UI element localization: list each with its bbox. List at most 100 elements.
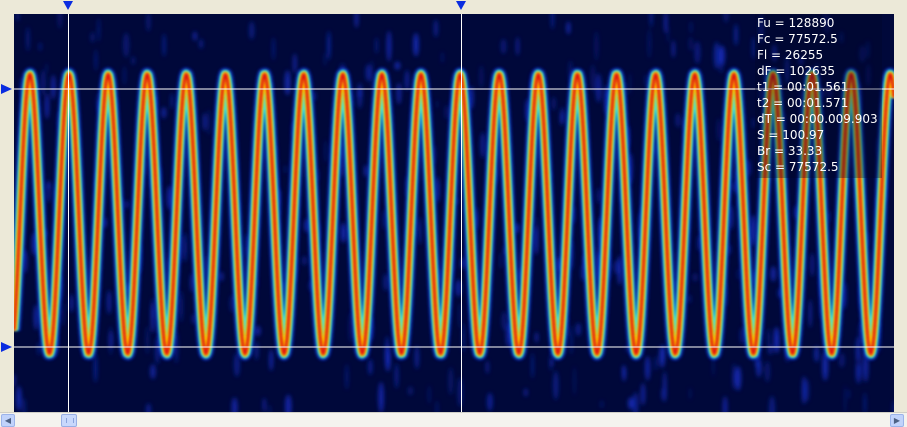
noise-streak [718,44,724,74]
noise-streak [427,385,431,405]
noise-streak [694,41,701,64]
noise-streak [617,255,623,286]
noise-streak [798,57,804,66]
noise-streak [444,104,450,120]
noise-streak [732,363,736,390]
noise-streak [462,323,465,353]
readout-t1: t1 = 00:01.561 [757,80,849,94]
noise-streak [93,353,98,383]
noise-streak [455,279,462,298]
noise-streak [666,26,669,44]
noise-streak [751,36,756,60]
noise-streak [844,384,847,412]
noise-streak [772,44,777,62]
noise-streak [774,327,778,349]
noise-streak [664,14,668,34]
spectrogram-canvas[interactable] [14,14,894,412]
noise-streak [751,117,756,129]
spectrogram-plot[interactable]: Fu = 128890 Fc = 77572.5 Fl = 26255 dF =… [14,14,894,412]
noise-streak [654,356,657,371]
noise-streak [675,112,681,128]
noise-streak [51,74,56,100]
time-cursor-t2-marker-icon[interactable] [456,1,466,10]
noise-streak [500,38,507,54]
noise-streak [486,360,489,374]
noise-streak [61,301,65,327]
readout-fu: Fu = 128890 [757,16,835,30]
noise-streak [345,363,349,390]
arrow-right-icon[interactable]: ▶ [890,414,904,427]
noise-streak [370,59,374,92]
noise-streak [839,31,843,44]
noise-streak [145,325,150,355]
noise-streak [847,389,850,399]
readout-t2: t2 = 00:01.571 [757,96,849,110]
noise-streak [550,14,555,30]
frequency-cursor-lower-marker-icon[interactable] [1,342,12,352]
time-cursor-t1-marker-icon[interactable] [63,1,73,10]
noise-streak [161,106,167,119]
noise-streak [365,64,372,82]
noise-streak [435,400,439,412]
arrow-left-icon[interactable]: ◀ [1,414,15,427]
noise-streak [501,311,508,331]
noise-streak [866,63,871,87]
noise-streak [809,252,815,277]
noise-streak [131,56,136,66]
noise-streak [374,37,379,54]
noise-streak [566,21,571,35]
noise-streak [553,370,559,400]
noise-streak [123,32,130,58]
noise-streak [15,14,20,22]
noise-streak [46,181,51,190]
noise-streak [123,65,126,86]
noise-streak [357,82,363,109]
noise-streak [207,109,211,136]
readout-dt: dT = 00:00.009.903 [757,112,878,126]
frequency-cursor-upper-marker-icon[interactable] [1,84,12,94]
noise-streak [90,31,95,43]
noise-streak [219,271,224,282]
scrollbar-thumb[interactable] [61,414,77,427]
noise-streak [692,272,699,282]
frequency-cursor-ruler[interactable] [0,14,14,412]
noise-streak [534,226,539,255]
noise-streak [33,304,39,330]
noise-streak [814,346,820,363]
noise-streak [531,352,534,379]
noise-streak [108,330,114,350]
noise-streak [413,32,419,57]
noise-streak [486,392,493,412]
noise-streak [94,49,97,71]
readout-fl: Fl = 26255 [757,48,824,62]
readout-br: Br = 33.33 [757,144,823,158]
noise-streak [736,268,740,280]
noise-streak [162,33,166,57]
noise-streak [340,222,347,243]
horizontal-scrollbar[interactable]: ◀ ▶ [0,412,907,427]
noise-streak [596,187,601,204]
time-cursor-ruler[interactable] [0,0,907,14]
noise-streak [106,290,112,315]
noise-streak [524,388,528,397]
noise-streak [671,40,676,58]
noise-streak [407,386,414,396]
noise-streak [600,400,604,409]
readout-sc: Sc = 77572.5 [757,160,839,174]
noise-streak [645,356,651,381]
noise-streak [418,216,422,245]
noise-streak [758,14,764,44]
readout-fc: Fc = 77572.5 [757,32,838,46]
noise-streak [14,374,16,387]
noise-streak [284,70,291,96]
noise-streak [433,19,439,38]
noise-streak [757,362,760,378]
noise-streak [45,62,48,74]
noise-streak [386,30,392,62]
measurement-readout: Fu = 128890 Fc = 77572.5 Fl = 26255 dF =… [755,14,882,178]
noise-streak [394,61,401,70]
noise-streak [262,397,266,412]
noise-streak [628,397,634,410]
noise-streak [573,366,576,396]
